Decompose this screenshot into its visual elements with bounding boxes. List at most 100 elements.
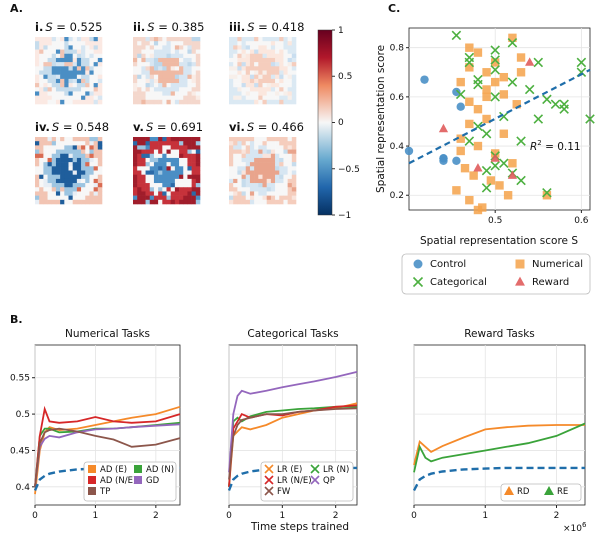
heatmap-cell: [47, 41, 53, 46]
heatmap-cell: [187, 45, 192, 50]
heatmap-cell: [43, 95, 48, 101]
heatmap-cell: [183, 141, 188, 146]
heatmap-cell: [191, 191, 197, 196]
heatmap-cell: [241, 70, 247, 75]
heatmap-cell: [237, 78, 242, 84]
heatmap-cell: [279, 153, 284, 159]
heatmap-cell: [153, 195, 159, 201]
heatmap-cell: [97, 62, 103, 67]
heatmap-cell: [97, 153, 103, 159]
heatmap-cell: [145, 53, 151, 59]
heatmap-cell: [170, 41, 176, 46]
heatmap-cell: [141, 170, 146, 175]
heatmap-cell: [283, 183, 288, 188]
heatmap-cell: [254, 183, 259, 188]
heatmap-cell: [291, 41, 297, 46]
heatmap-cell: [183, 157, 188, 163]
heatmap-cell: [279, 74, 284, 80]
heatmap-cell: [266, 83, 272, 88]
heatmap-cell: [55, 53, 61, 59]
legend-marker: [264, 486, 274, 496]
heatmap-cell: [174, 91, 180, 96]
heatmap-cell: [162, 83, 167, 88]
heatmap-cell: [270, 66, 276, 71]
heatmap-cell: [195, 149, 201, 155]
heatmap-cell: [270, 162, 276, 167]
heatmap-cell: [233, 149, 238, 155]
heatmap-cell: [283, 57, 288, 63]
scatter-y-label: Spatial representation score: [375, 45, 387, 193]
heatmap-cell: [241, 66, 247, 71]
heatmap-cell: [141, 66, 146, 71]
scatter-point-numerical: [482, 68, 491, 77]
heatmap-cell: [89, 191, 94, 196]
heatmap-cell: [179, 191, 184, 196]
heatmap-cell: [39, 195, 44, 201]
heatmap-label: iv. S = 0.548: [35, 120, 109, 134]
heatmap-cell: [258, 70, 263, 75]
heatmap-cell: [81, 83, 86, 88]
heatmap-cell: [81, 37, 86, 42]
heatmap-cell: [64, 41, 69, 46]
heatmap-cell: [149, 45, 155, 50]
heatmap-cell: [283, 153, 288, 159]
heatmap-cell: [72, 41, 78, 46]
heatmap-cell: [47, 174, 53, 180]
heatmap-cell: [170, 57, 176, 63]
heatmap-cell: [166, 95, 171, 101]
heatmap-cell: [258, 183, 263, 188]
heatmap-cell: [93, 87, 99, 92]
heatmap-cell: [39, 178, 44, 184]
x-multiplier: ×106: [563, 521, 587, 534]
heatmap-cell: [149, 145, 155, 150]
legend-marker: [264, 475, 274, 485]
heatmap-cell: [270, 53, 276, 59]
heatmap-cell: [174, 157, 180, 163]
heatmap-cell: [39, 162, 44, 167]
heatmap-cell: [183, 41, 188, 46]
heatmap-cell: [166, 174, 171, 180]
heatmap-cell: [133, 62, 138, 67]
heatmap-cell: [258, 157, 263, 163]
heatmap-cell: [51, 53, 57, 59]
heatmap-cell: [270, 191, 276, 196]
heatmap-cell: [229, 149, 234, 155]
heatmap-cell: [258, 153, 263, 159]
heatmap-cell: [60, 95, 65, 101]
heatmap-cell: [64, 149, 69, 155]
heatmap-cell: [162, 45, 167, 50]
heatmap-cell: [93, 145, 99, 150]
heatmap-cell: [72, 137, 78, 142]
heatmap-cell: [60, 166, 65, 171]
scatter-point-numerical: [486, 176, 496, 185]
heatmap-cell: [81, 99, 86, 105]
heatmap-cell: [158, 83, 163, 88]
heatmap-cell: [241, 95, 247, 101]
heatmap-cell: [170, 49, 176, 55]
heatmap-cell: [97, 41, 103, 46]
heatmap-cell: [51, 141, 57, 146]
heatmap-cell: [72, 145, 78, 150]
heatmap-cell: [183, 91, 188, 96]
scatter-point-categorical: [481, 165, 492, 176]
heatmap-cell: [149, 137, 155, 142]
heatmap-cell: [64, 162, 69, 167]
x-tick-label: 0.6: [574, 216, 589, 226]
heatmap-cell: [229, 137, 234, 142]
heatmap-cell: [245, 199, 251, 205]
heatmap-cell: [137, 199, 142, 205]
heatmap-cell: [68, 149, 73, 155]
heatmap-cell: [170, 174, 176, 180]
heatmap-cell: [39, 53, 44, 59]
heatmap-cell: [149, 157, 155, 163]
heatmap-cell: [254, 91, 259, 96]
heatmap-cell: [266, 178, 272, 184]
heatmap-cell: [39, 141, 44, 146]
heatmap-cell: [162, 87, 167, 92]
heatmap-cell: [97, 49, 103, 55]
heatmap-cell: [279, 149, 284, 155]
scatter-point-numerical: [503, 191, 513, 200]
heatmap-cell: [141, 149, 146, 155]
heatmap-cell: [68, 37, 73, 42]
heatmap-cell: [275, 41, 280, 46]
